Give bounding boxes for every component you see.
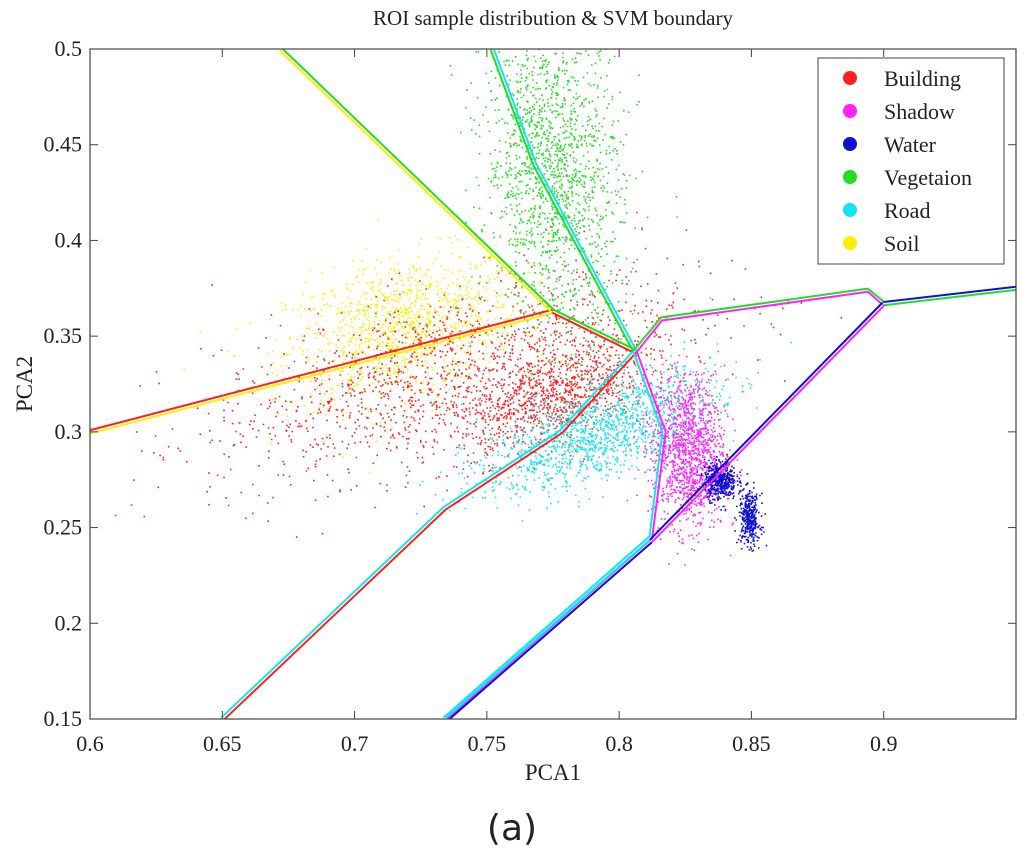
y-tick-label: 0.2 [55,610,83,635]
y-axis-label: PCA2 [12,356,37,412]
legend: Building Shadow Water Vegetaion Road Soil [817,57,1005,265]
boundary-line-6-1 [635,290,884,354]
boundary-line-3-1 [220,349,635,719]
y-tick-label: 0.25 [44,515,83,540]
boundary-line-9-0 [448,541,653,719]
boundary-line-4-0 [489,49,635,353]
legend-label-building: Building [884,66,961,91]
figure-caption: (a) [487,808,537,849]
chart-title: ROI sample distribution & SVM boundary [373,6,733,30]
legend-label-shadow: Shadow [884,99,955,124]
x-tick-label: 0.65 [203,731,242,756]
legend-marker-building [843,71,857,85]
series-points-water [696,453,768,552]
boundary-line-3-0 [223,351,637,719]
legend-marker-shadow [843,104,857,118]
axes-frame [89,48,1017,720]
boundary-line-4-1 [492,49,638,352]
axis-ticks: 0.6 0.65 0.7 0.75 0.8 0.85 0.9 0.15 0.2 0.25 0.3 0.… [44,36,1016,756]
boundary-line-0-1 [90,311,554,435]
boundary-line-7-1 [648,301,884,541]
legend-marker-water [843,137,857,151]
series-points-soil [183,219,588,474]
boundary-line-6-0 [633,287,886,352]
x-tick-label: 0.7 [341,731,369,756]
boundary-line-1-1 [278,49,553,314]
x-tick-label: 0.6 [76,731,104,756]
legend-marker-vegetaion [843,170,857,184]
legend-marker-road [843,203,857,217]
boundary-line-9-1 [445,539,651,719]
x-tick-label: 0.75 [468,731,507,756]
legend-label-water: Water [884,132,937,157]
boundary-line-5-1 [442,351,664,719]
y-tick-label: 0.3 [55,419,83,444]
legend-box [817,57,1005,265]
y-tick-label: 0.5 [55,36,83,61]
legend-label-road: Road [884,198,930,223]
boundary-line-0-0 [90,308,553,432]
y-tick-label: 0.35 [44,323,83,348]
y-tick-label: 0.4 [55,227,83,252]
boundary-line-2-0 [553,308,637,351]
boundary-line-1-0 [281,49,555,311]
y-tick-label: 0.15 [44,706,83,731]
boundary-line-2-1 [551,311,635,354]
x-tick-label: 0.85 [732,731,771,756]
boundary-line-7-0 [651,303,886,543]
x-tick-label: 0.8 [605,731,633,756]
series-points-shadow [625,309,751,566]
chart-marks [90,49,843,566]
x-tick-label: 0.9 [870,731,898,756]
boundary-line-8-1 [883,288,1016,307]
legend-marker-soil [843,236,857,250]
legend-label-vegetaion: Vegetaion [884,165,972,190]
legend-label-soil: Soil [884,231,919,256]
svm-boundaries [90,49,1016,719]
boundary-line-8-0 [883,285,1016,303]
x-axis-label: PCA1 [525,760,581,785]
y-tick-label: 0.45 [44,132,83,157]
series-points-vegetaion [449,49,678,435]
